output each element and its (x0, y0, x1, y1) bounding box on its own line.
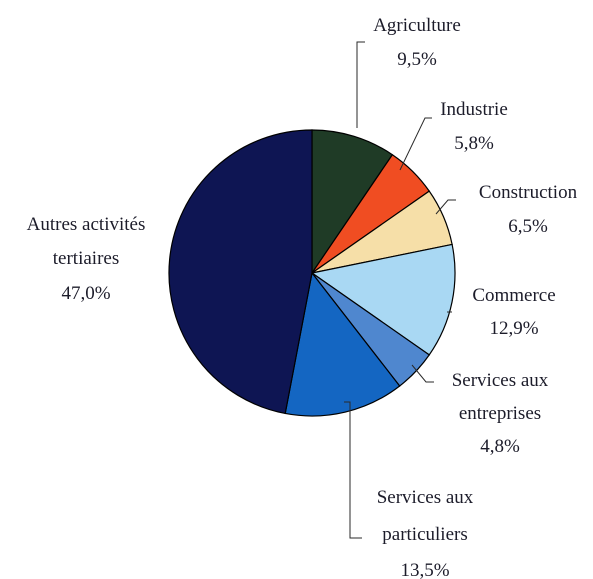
value-autres-activites: 47,0% (61, 283, 110, 304)
label-services-particuliers-line2: particuliers (382, 524, 467, 545)
label-services-entreprises-line1: Services aux (452, 370, 549, 391)
pie-slice-commerce (310, 243, 456, 356)
value-construction: 6,5% (508, 216, 548, 237)
pie-slices (168, 129, 456, 417)
label-agriculture: Agriculture (373, 15, 461, 36)
leader-line-construction (435, 199, 456, 215)
label-construction: Construction (479, 182, 578, 203)
label-autres-activites-line2: tertiaires (53, 248, 119, 269)
label-commerce: Commerce (472, 285, 555, 306)
pie-slice-agriculture (311, 129, 394, 275)
label-autres-activites-line1: Autres activités (27, 214, 146, 235)
pie-slice-autres-activit-s-tertiaires (168, 129, 313, 415)
value-industrie: 5,8% (454, 133, 494, 154)
label-industrie: Industrie (440, 99, 508, 120)
label-services-entreprises-line2: entreprises (459, 403, 541, 424)
value-agriculture: 9,5% (397, 49, 437, 70)
value-services-particuliers: 13,5% (400, 560, 449, 579)
label-services-particuliers-line1: Services aux (377, 487, 474, 508)
leader-line-agriculture (356, 41, 365, 128)
leader-line-services-particuliers (344, 401, 362, 539)
value-commerce: 12,9% (489, 318, 538, 339)
leader-line-services-entreprises (411, 364, 434, 383)
leader-line-industrie (399, 117, 432, 171)
pie-slice-services-aux-particuliers (284, 271, 401, 417)
value-services-entreprises: 4,8% (480, 436, 520, 457)
